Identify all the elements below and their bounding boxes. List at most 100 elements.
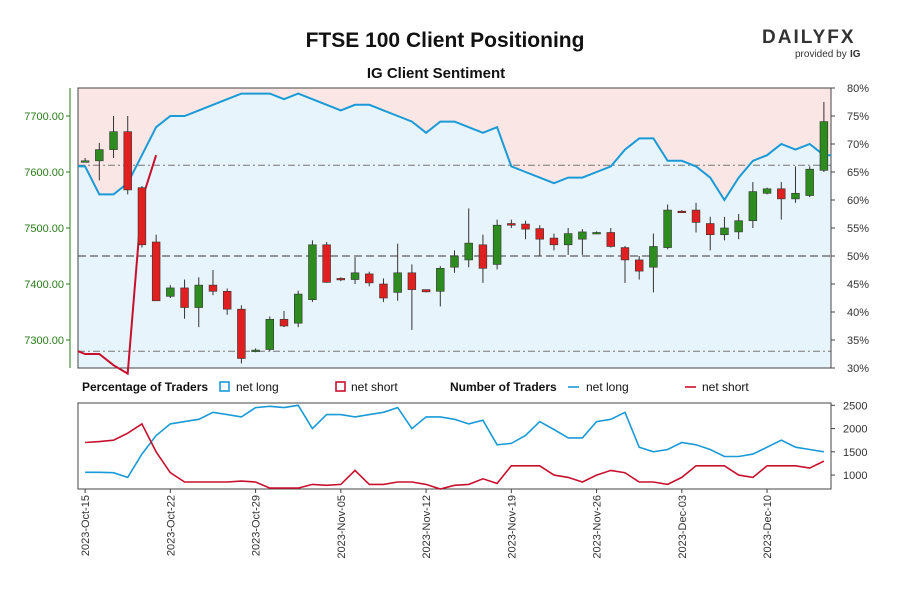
candle-body xyxy=(322,244,331,283)
candle-body xyxy=(734,220,743,233)
date-label: 2023-Oct-15 xyxy=(80,495,92,556)
left-axis-label: 7500.00 xyxy=(24,223,64,235)
date-label: 2023-Oct-29 xyxy=(251,495,263,556)
candle-body xyxy=(819,121,829,171)
candle-body xyxy=(478,244,488,269)
legend-box-net-long xyxy=(219,381,230,392)
candle-body xyxy=(521,223,530,230)
candle-body xyxy=(663,209,672,248)
candle-body xyxy=(791,192,800,200)
candle-body xyxy=(180,287,189,308)
candle-body xyxy=(549,237,559,246)
candle-body xyxy=(137,187,147,246)
traders-axis-label: 1000 xyxy=(843,470,867,482)
legend-header-number: Number of Traders xyxy=(450,380,557,394)
date-label: 2023-Dec-03 xyxy=(677,495,689,559)
right-axis-label: 40% xyxy=(847,307,869,319)
candle-body xyxy=(720,227,729,236)
candle-body xyxy=(563,233,573,246)
left-axis-label: 7300.00 xyxy=(24,335,64,347)
traders-chart: 1000 1500 2000 2500 2023-Oct-15 2023-Oct-22 20… xyxy=(77,400,867,559)
logo-sub: provided by xyxy=(795,49,847,60)
traders-axis-label: 1500 xyxy=(843,447,867,459)
candle-body xyxy=(620,247,630,261)
candle-body xyxy=(350,272,360,280)
candle-body xyxy=(578,231,587,240)
legend-net-long-num: net long xyxy=(586,380,629,394)
candle-body xyxy=(95,149,104,162)
legend-header-percentage: Percentage of Traders xyxy=(82,380,208,394)
date-label: 2023-Nov-26 xyxy=(592,495,604,559)
candle-body xyxy=(80,160,90,163)
left-axis-label: 7400.00 xyxy=(24,279,64,291)
right-axis-label: 30% xyxy=(847,363,869,375)
candle-body xyxy=(265,318,275,350)
candle-body xyxy=(294,293,303,324)
legend: Percentage of Traders net long net short… xyxy=(82,380,749,394)
candle-body xyxy=(762,188,772,194)
candle-body xyxy=(109,131,118,150)
date-label: 2023-Nov-19 xyxy=(506,495,518,559)
right-axis-label: 35% xyxy=(847,335,869,347)
chart-title: FTSE 100 Client Positioning xyxy=(306,29,585,52)
candle-body xyxy=(634,259,644,272)
traders-axis-label: 2500 xyxy=(843,400,867,412)
right-axis-label: 55% xyxy=(847,223,869,235)
candle-body xyxy=(237,308,246,359)
right-axis-label: 75% xyxy=(847,111,869,123)
traders-axis-label: 2000 xyxy=(843,424,867,436)
candle-body xyxy=(407,272,417,290)
traders-plot-frame xyxy=(77,402,832,490)
right-axis-label: 80% xyxy=(847,83,869,95)
candle-body xyxy=(123,131,132,191)
logo-main: DAILYFX xyxy=(762,27,856,48)
candle-body xyxy=(805,168,814,196)
legend-net-short-num: net short xyxy=(702,380,749,394)
net-long-area xyxy=(78,93,831,368)
candle-body xyxy=(649,246,658,268)
candle-body xyxy=(379,283,388,299)
dailyfx-logo: DAILYFX provided by IG xyxy=(762,27,861,60)
price-chart: 7300.00 7400.00 7500.00 7600.00 7700.00 30% 35… xyxy=(24,83,869,376)
date-label: 2023-Nov-12 xyxy=(421,495,433,559)
logo-brand: IG xyxy=(850,49,861,60)
candle-body xyxy=(308,244,317,300)
candle-body xyxy=(166,287,175,297)
right-axis-label: 60% xyxy=(847,195,869,207)
right-axis-label: 65% xyxy=(847,167,869,179)
right-axis-label: 70% xyxy=(847,139,869,151)
left-axis-label: 7700.00 xyxy=(24,111,64,123)
candle-body xyxy=(535,228,544,240)
traders-net-short-line xyxy=(85,422,825,490)
candle-body xyxy=(706,223,715,236)
traders-net-long-line xyxy=(85,404,825,479)
candle-body xyxy=(592,232,601,235)
candle-body xyxy=(464,242,473,261)
candle-body xyxy=(251,349,260,352)
legend-net-long-pct: net long xyxy=(236,380,279,394)
legend-net-short-pct: net short xyxy=(351,380,398,394)
candle-body xyxy=(222,290,232,310)
legend-box-net-short xyxy=(335,381,346,392)
right-axis-label: 45% xyxy=(847,279,869,291)
candle-body xyxy=(777,188,786,200)
candle-body xyxy=(677,210,687,213)
candle-body xyxy=(151,241,161,302)
left-axis-label: 7600.00 xyxy=(24,167,64,179)
candle-body xyxy=(450,255,459,268)
candle-body xyxy=(194,284,203,308)
candle-body xyxy=(208,284,218,292)
net-long-line xyxy=(78,92,831,202)
candle-body xyxy=(365,273,374,284)
date-label: 2023-Dec-10 xyxy=(762,495,774,559)
chart-subtitle: IG Client Sentiment xyxy=(367,65,505,82)
candle-body xyxy=(606,232,615,247)
candle-body xyxy=(691,209,701,223)
candle-body xyxy=(336,278,346,281)
candle-body xyxy=(748,191,758,222)
candle-body xyxy=(393,272,402,293)
candle-body xyxy=(507,223,516,226)
candle-body xyxy=(492,224,502,265)
date-label: 2023-Oct-22 xyxy=(165,495,177,556)
candle-body xyxy=(279,318,289,327)
